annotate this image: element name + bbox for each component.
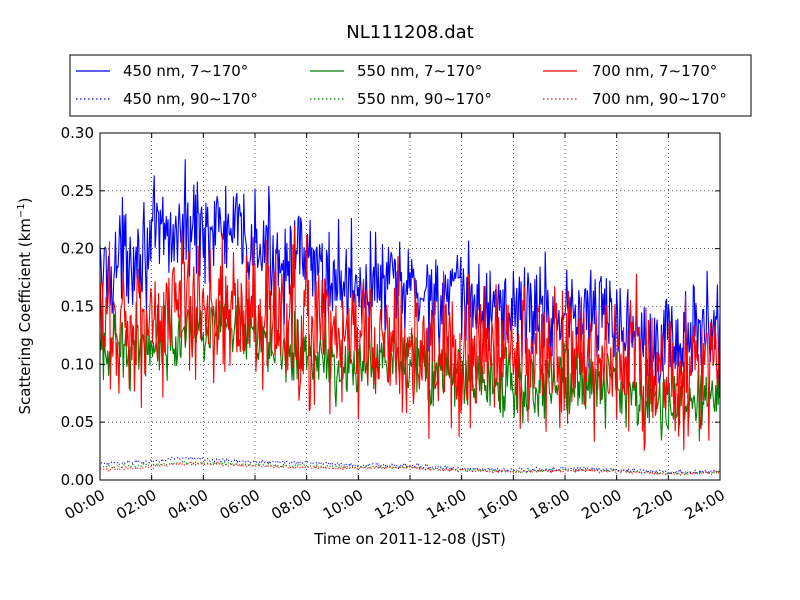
x-tick-label: 16:00 <box>475 486 521 523</box>
y-axis-label-sup: −1 <box>16 203 27 218</box>
x-tick-label: 08:00 <box>268 486 314 523</box>
x-tick-label: 02:00 <box>113 486 159 523</box>
x-tick-label: 18:00 <box>527 486 573 523</box>
x-axis-label: Time on 2011-12-08 (JST) <box>313 530 506 548</box>
x-tick-label: 04:00 <box>165 486 211 523</box>
series-line-700-nm-7-170- <box>99 225 721 451</box>
chart-title: NL111208.dat <box>346 22 473 43</box>
x-tick-label: 12:00 <box>372 486 418 523</box>
y-axis-label: Scattering Coefficient (km−1) <box>16 197 34 414</box>
y-tick-label: 0.05 <box>61 413 94 431</box>
y-axis-label-main: Scattering Coefficient (km <box>16 218 34 414</box>
y-tick-label: 0.15 <box>61 298 94 316</box>
series-line-450-nm-7-170- <box>99 159 721 398</box>
legend-label-450-back: 450 nm, 90∼170° <box>123 90 258 108</box>
x-tick-label: 10:00 <box>320 486 366 523</box>
series-line-550-nm-90-170- <box>99 459 721 476</box>
x-tick-label: 20:00 <box>578 486 624 523</box>
legend: 450 nm, 7∼170° 550 nm, 7∼170° 700 nm, 7∼… <box>69 54 752 117</box>
legend-label-700-full: 700 nm, 7∼170° <box>592 62 717 80</box>
legend-label-700-back: 700 nm, 90∼170° <box>592 90 727 108</box>
x-tick-label: 06:00 <box>217 486 263 523</box>
legend-frame <box>69 54 752 117</box>
y-tick-label: 0.10 <box>61 355 94 373</box>
x-tick-label: 24:00 <box>682 486 728 523</box>
legend-label-550-full: 550 nm, 7∼170° <box>357 62 482 80</box>
series-line-700-nm-90-170- <box>99 461 721 477</box>
y-axis-label-tail: ) <box>16 197 34 203</box>
y-tick-label: 0.25 <box>61 182 94 200</box>
legend-label-550-back: 550 nm, 90∼170° <box>357 90 492 108</box>
x-tick-label: 22:00 <box>630 486 676 523</box>
y-tick-label: 0.00 <box>61 471 94 489</box>
series-line-450-nm-90-170- <box>99 455 721 476</box>
legend-label-450-full: 450 nm, 7∼170° <box>123 62 248 80</box>
y-tick-label: 0.20 <box>61 240 94 258</box>
x-tick-label: 14:00 <box>423 486 469 523</box>
x-tick-label: 00:00 <box>62 486 108 523</box>
y-tick-label: 0.30 <box>61 124 94 142</box>
series-line-550-nm-7-170- <box>99 286 721 442</box>
data-series <box>99 159 721 477</box>
